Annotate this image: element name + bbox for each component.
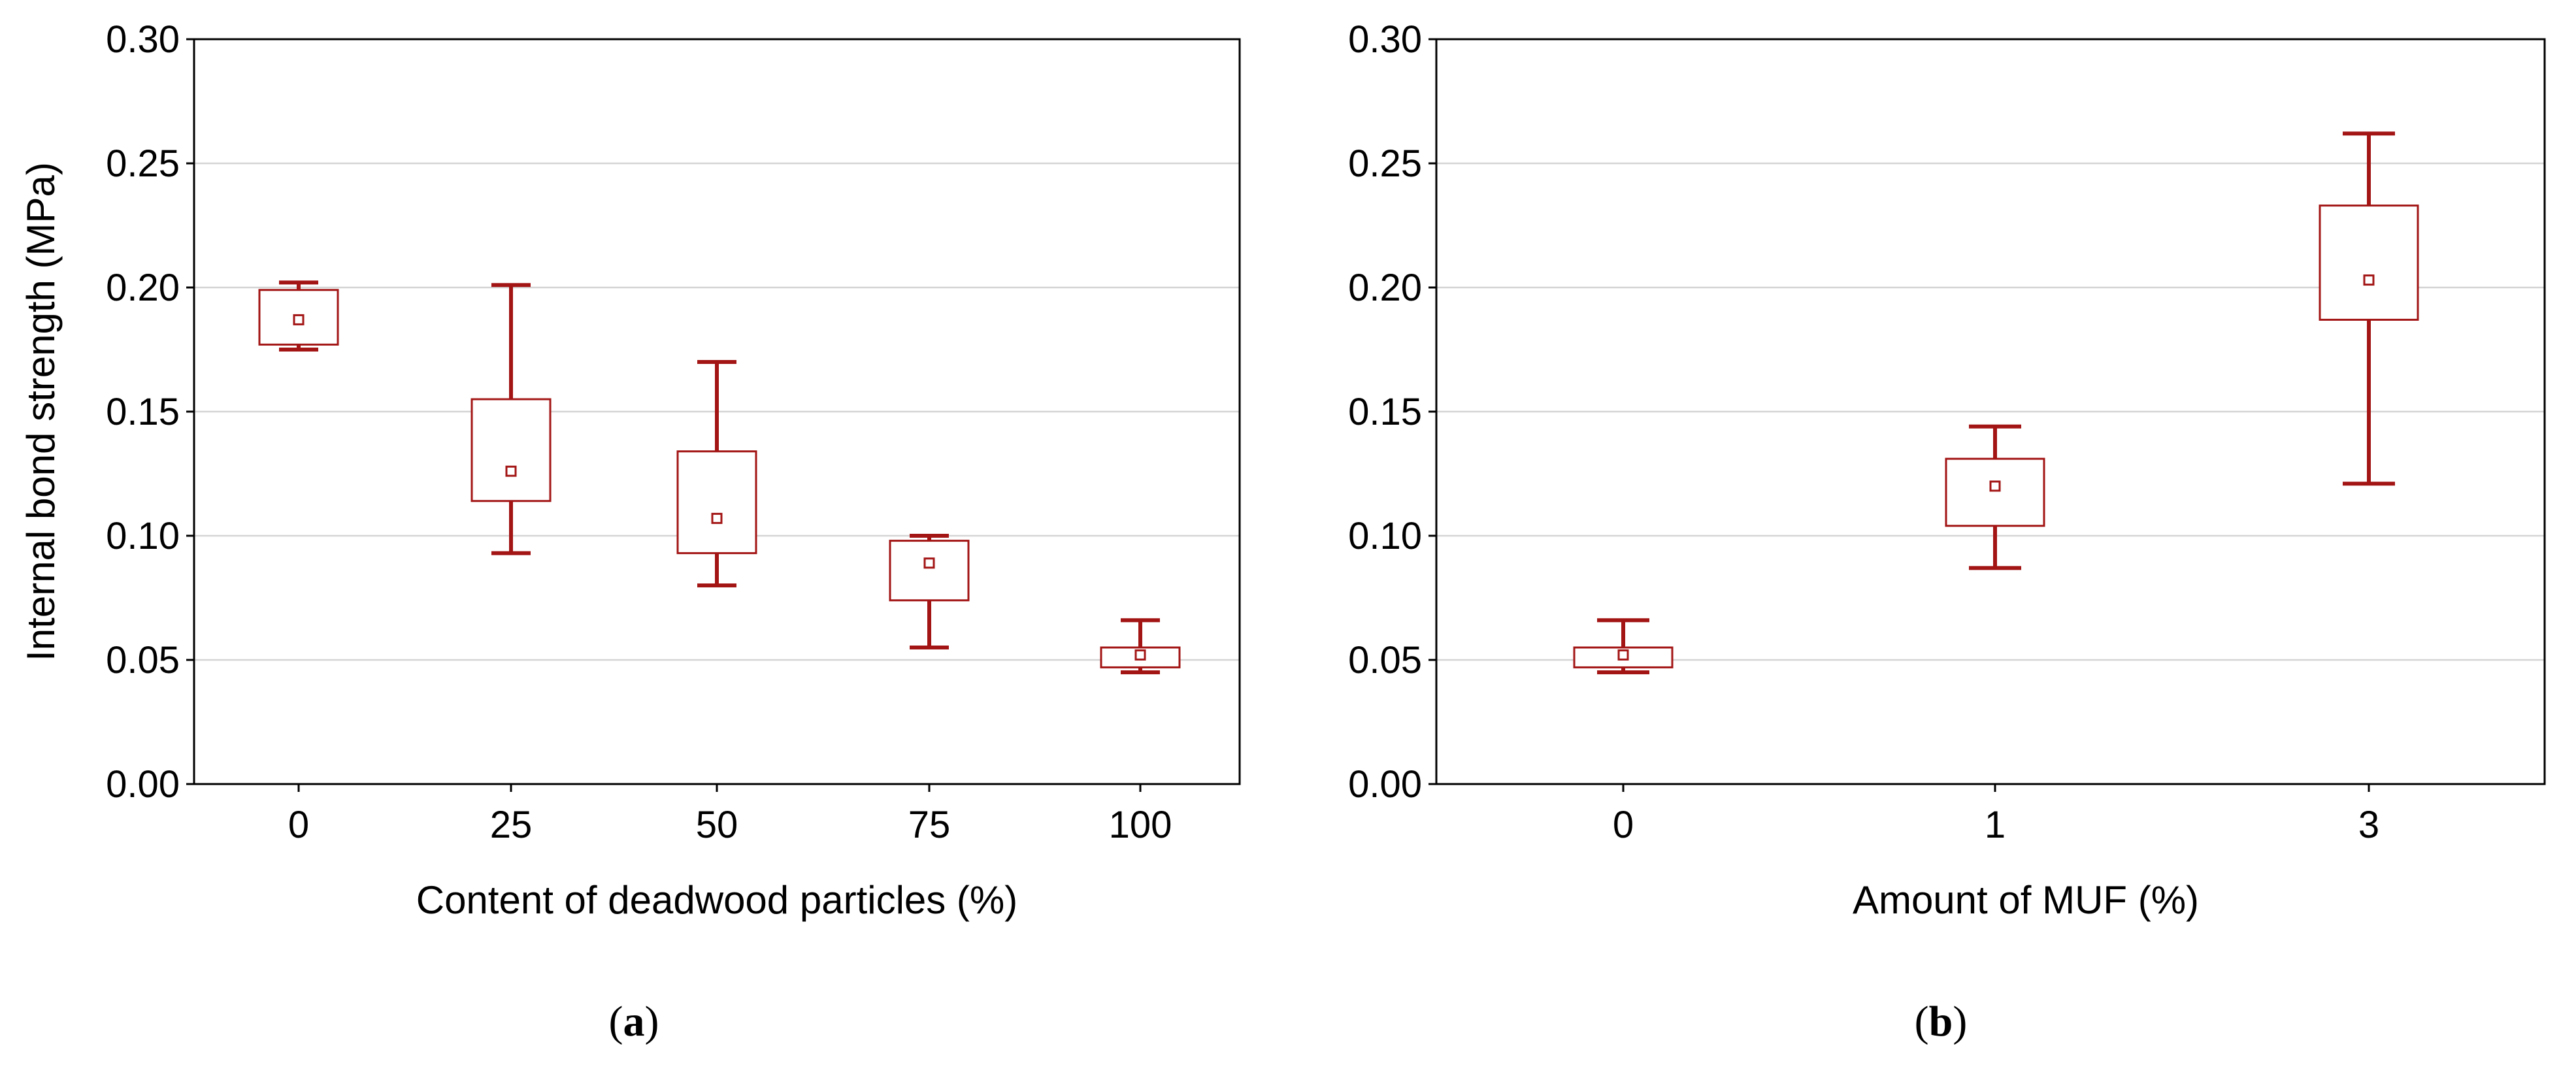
x-ticks-b: 0 1 3 bbox=[1613, 784, 2379, 846]
iqr-box bbox=[889, 540, 970, 602]
x-tick-label-a-1: 25 bbox=[490, 804, 533, 846]
panel-label-b: (b) bbox=[1915, 998, 1968, 1045]
mean-marker bbox=[711, 512, 723, 524]
panel-label-a-letter: a bbox=[623, 998, 645, 1045]
mean-marker bbox=[293, 314, 305, 325]
y-tick-label-a-3: 0.15 bbox=[106, 391, 180, 433]
box-a-100 bbox=[1100, 618, 1181, 674]
mean-marker bbox=[1989, 480, 2001, 492]
y-tick-label-a-4: 0.20 bbox=[106, 267, 180, 309]
y-tick-label-b-5: 0.25 bbox=[1348, 142, 1422, 185]
y-axis-title-a: Internal bond strength (MPa) bbox=[19, 162, 63, 661]
y-tick-label-a-0: 0.00 bbox=[106, 763, 180, 806]
x-axis-title-a: Content of deadwood particles (%) bbox=[416, 878, 1018, 922]
box-a-75 bbox=[889, 534, 970, 649]
plot-frame-b bbox=[1435, 38, 2546, 785]
chart-panel-a: 0.000.050.100.150.200.250.30 0 25 50 75 100 … bbox=[19, 18, 1241, 1045]
x-tick-label-a-3: 75 bbox=[908, 804, 951, 846]
y-tick-label-b-0: 0.00 bbox=[1348, 763, 1422, 806]
x-axis-title-b: Amount of MUF (%) bbox=[1853, 878, 2199, 922]
y-tick-label-b-4: 0.20 bbox=[1348, 267, 1422, 309]
boxes-a bbox=[258, 280, 1181, 674]
box-a-25 bbox=[471, 283, 552, 555]
y-tick-label-a-5: 0.25 bbox=[106, 142, 180, 185]
x-tick-label-a-0: 0 bbox=[288, 804, 309, 846]
x-tick-label-b-1: 1 bbox=[1985, 804, 2006, 846]
y-tick-label-b-1: 0.05 bbox=[1348, 639, 1422, 681]
mean-marker bbox=[505, 465, 517, 477]
x-tick-label-b-2: 3 bbox=[2358, 804, 2379, 846]
x-tick-label-a-2: 50 bbox=[696, 804, 738, 846]
mean-marker bbox=[923, 557, 935, 569]
iqr-box bbox=[471, 398, 552, 502]
plot-frame-a bbox=[193, 38, 1241, 785]
x-tick-label-b-0: 0 bbox=[1613, 804, 1634, 846]
box-a-50 bbox=[676, 360, 757, 587]
iqr-box bbox=[258, 289, 339, 346]
mean-marker bbox=[2363, 274, 2375, 286]
y-tick-label-b-2: 0.10 bbox=[1348, 515, 1422, 557]
y-ticks-a: 0.00 0.05 0.10 0.15 0.20 0.25 0.30 bbox=[106, 18, 194, 806]
panel-label-a: (a) bbox=[609, 998, 659, 1045]
panel-label-b-letter: b bbox=[1929, 998, 1953, 1045]
mean-marker bbox=[1134, 649, 1146, 661]
box-b-1 bbox=[1945, 424, 2045, 570]
y-tick-label-b-6: 0.30 bbox=[1348, 18, 1422, 61]
y-tick-label-a-6: 0.30 bbox=[106, 18, 180, 61]
x-ticks-a: 0 25 50 75 100 bbox=[288, 784, 1172, 846]
box-b-3 bbox=[2319, 131, 2419, 486]
box-b-0 bbox=[1573, 618, 1674, 674]
x-tick-label-a-4: 100 bbox=[1109, 804, 1172, 846]
iqr-box bbox=[1945, 457, 2045, 527]
chart-panel-b: 0.00 0.05 0.10 0.15 0.20 0.25 0.30 0 1 3 Amount … bbox=[1348, 18, 2546, 1045]
boxes-b bbox=[1573, 131, 2419, 674]
iqr-box bbox=[676, 450, 757, 555]
mean-marker bbox=[1617, 649, 1629, 661]
iqr-box bbox=[2319, 205, 2419, 321]
y-ticks-b: 0.00 0.05 0.10 0.15 0.20 0.25 0.30 bbox=[1348, 18, 1436, 806]
box-a-0 bbox=[258, 280, 339, 352]
y-tick-label-a-1: 0.05 bbox=[106, 639, 180, 681]
y-tick-label-a-2: 0.10 bbox=[106, 515, 180, 557]
y-tick-label-b-3: 0.15 bbox=[1348, 391, 1422, 433]
